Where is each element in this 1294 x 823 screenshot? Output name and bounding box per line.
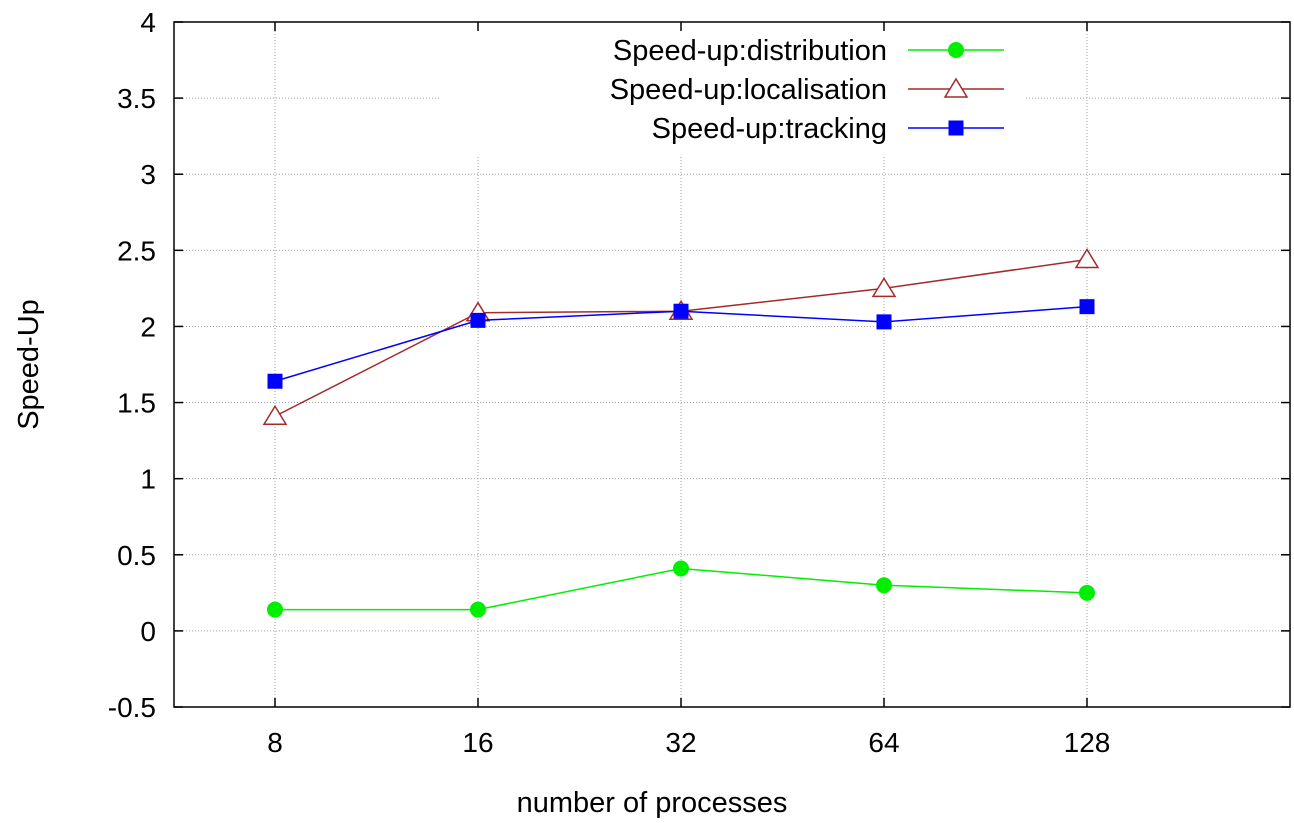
legend-label: Speed-up:distribution [613, 35, 887, 67]
data-point [470, 601, 486, 618]
y-tick-label: 2.5 [117, 235, 156, 266]
data-point [673, 560, 689, 577]
data-point [673, 303, 689, 319]
data-point [948, 120, 964, 136]
legend-label: Speed-up:localisation [610, 74, 887, 106]
y-tick-label: 0.5 [117, 540, 156, 571]
y-axis: -0.5 0 0.5 1 1.5 2 2.5 3 3.5 4 [108, 7, 1290, 723]
data-point [948, 42, 964, 58]
x-tick-label: 16 [462, 727, 493, 758]
x-tick-label: 128 [1064, 727, 1111, 758]
data-point [871, 276, 897, 298]
data-point [1079, 584, 1095, 601]
data-point [943, 77, 969, 98]
data-point [1074, 248, 1100, 269]
series-layer [262, 248, 1100, 618]
plot-frame [173, 21, 1291, 708]
x-tick-label: 32 [665, 727, 696, 758]
y-tick-label: -0.5 [108, 692, 156, 723]
legend: Speed-up:distribution Speed-up:localisati… [610, 35, 1004, 145]
series-3 [267, 299, 1095, 389]
y-tick-label: 1 [140, 464, 156, 495]
x-axis-title: number of processes [517, 787, 788, 819]
data-point [876, 314, 892, 330]
y-tick-label: 4 [140, 7, 156, 38]
data-point [267, 373, 283, 389]
y-tick-label: 3 [140, 159, 156, 190]
series-2 [262, 248, 1100, 426]
y-tick-label: 0 [140, 616, 156, 647]
x-tick-label: 8 [267, 727, 283, 758]
data-point [262, 404, 288, 426]
x-axis: 8 16 32 64 128 [267, 22, 1110, 758]
series-1 [267, 560, 1095, 618]
y-axis-title: Speed-Up [13, 299, 45, 430]
y-tick-label: 3.5 [117, 83, 156, 114]
data-point [876, 577, 892, 594]
data-point [267, 601, 283, 618]
y-tick-label: 2 [140, 311, 156, 342]
y-tick-label: 1.5 [117, 388, 156, 419]
data-point [470, 312, 486, 328]
legend-label: Speed-up:tracking [652, 113, 887, 145]
data-point [1079, 299, 1095, 315]
x-tick-label: 64 [868, 727, 899, 758]
